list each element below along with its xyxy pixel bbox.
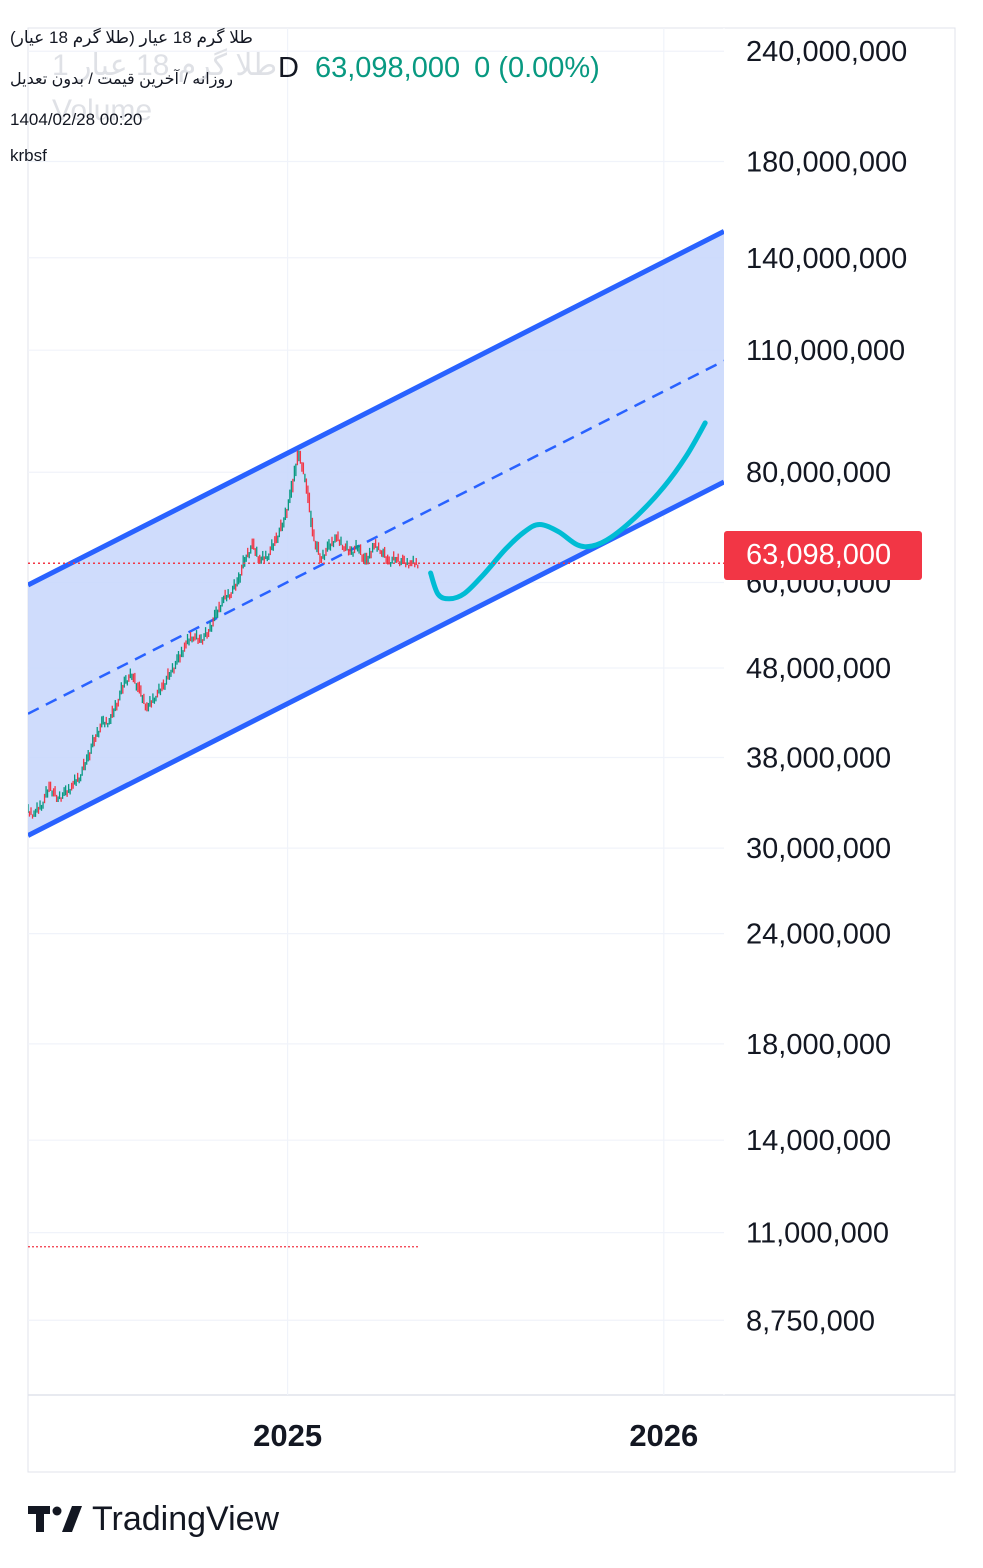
price-tick-label: 240,000,000 (746, 36, 907, 68)
channel-upper-line (28, 229, 724, 588)
price-tick-label: 11,000,000 (746, 1218, 889, 1250)
channel-median-line (28, 359, 724, 715)
price-tick-label: 8,750,000 (746, 1305, 875, 1337)
price-tick-label: 18,000,000 (746, 1029, 891, 1061)
price-change-readout: 0 (0.00%) (474, 52, 600, 84)
projection-curve (428, 420, 708, 602)
interval-label: D (278, 52, 299, 84)
price-tick-label: 38,000,000 (746, 743, 891, 775)
price-readout: D 63,098,000 0 (0.00%) (278, 52, 600, 85)
price-axis-labels: 240,000,000 180,000,000 140,000,000 110,000… (746, 36, 907, 1337)
author-label: krbsf (10, 146, 47, 165)
price-tick-label: 48,000,000 (746, 653, 891, 685)
ghost-symbol-watermark: طلا گرم 18 عیار 1 (52, 49, 278, 82)
price-tick-label: 14,000,000 (746, 1125, 891, 1157)
parallel-channel-fill (28, 231, 724, 836)
price-tick-label: 80,000,000 (746, 457, 891, 489)
time-tick-label: 2025 (253, 1418, 322, 1453)
grid-lines (28, 28, 724, 1395)
brand-name: TradingView (92, 1500, 280, 1538)
symbol-title: طلا گرم 18 عیار (طلا گرم 18 عیار) (10, 28, 253, 47)
last-price-readout: 63,098,000 (314, 52, 461, 84)
ghost-volume-watermark: Volume (52, 94, 153, 127)
price-tick-label: 180,000,000 (746, 146, 907, 178)
price-tick-label: 110,000,000 (746, 335, 905, 367)
plot-area (28, 229, 724, 1248)
time-tick-label: 2026 (629, 1418, 698, 1453)
price-tick-label: 30,000,000 (746, 833, 891, 865)
tradingview-logo-icon (28, 1505, 82, 1532)
price-tick-label: 140,000,000 (746, 243, 907, 275)
chart-type-label: روزانه / آخرین قیمت / بدون تعدیل (10, 71, 233, 88)
last-price-badge: 63,098,000 (724, 531, 922, 580)
tradingview-brand[interactable]: TradingView (28, 1500, 279, 1539)
datetime-label: 1404/02/28 00:20 (10, 110, 143, 129)
price-tick-label: 24,000,000 (746, 919, 891, 951)
time-axis-labels: 2025 2026 (253, 1418, 698, 1453)
